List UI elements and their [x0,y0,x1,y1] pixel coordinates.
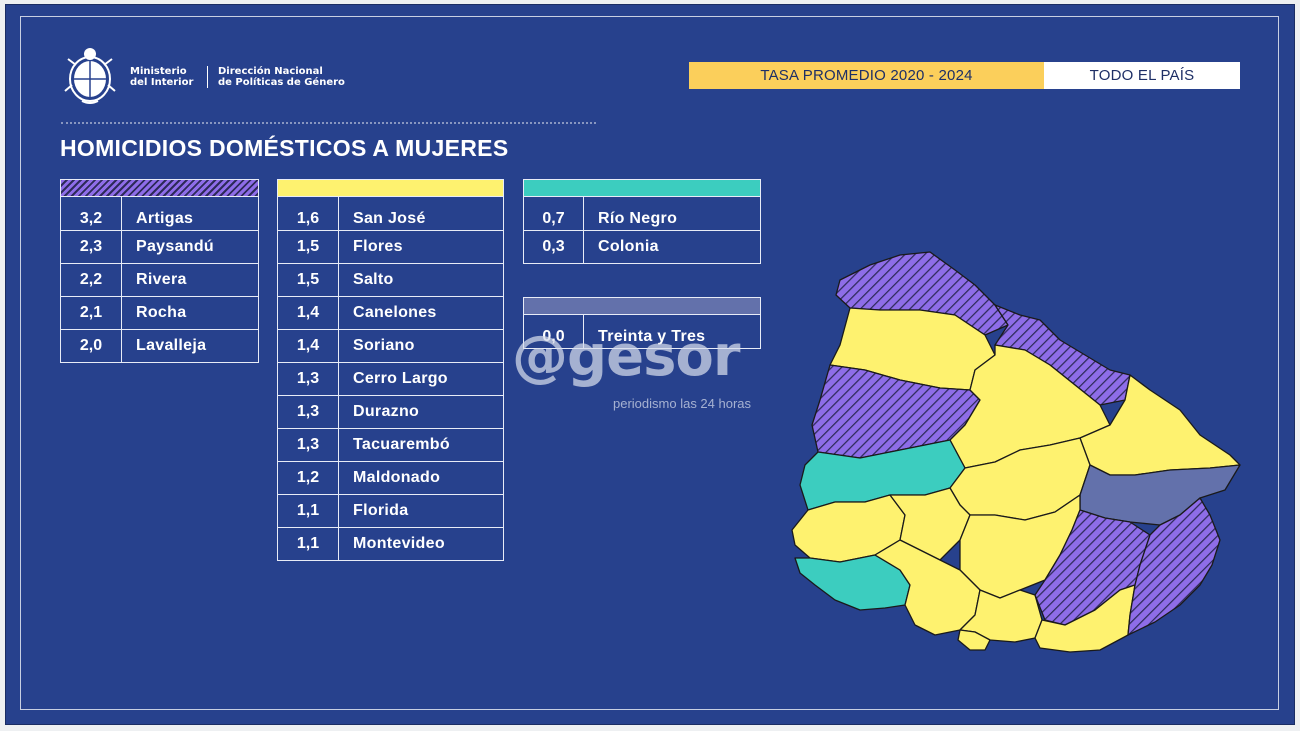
ministry-name: Ministerio del Interior [130,66,210,88]
table-row: 1,2 Maldonado [278,461,503,494]
map-region-montevideo [957,629,991,651]
ministry-logo: Ministerio del Interior Dirección Nacion… [62,45,362,105]
page-title: HOMICIDIOS DOMÉSTICOS A MUJERES [60,135,509,161]
table-row: 1,3 Cerro Largo [278,362,503,395]
table-row: 2,1 Rocha [61,296,258,329]
medium-category-swatch [278,180,503,196]
department-name: Soriano [353,337,415,354]
rate-value: 3,2 [61,197,122,230]
rate-value: 1,5 [278,264,339,296]
slide-frame [20,16,1279,710]
watermark: @gesor periodismo las 24 horas [512,322,802,422]
rate-value: 0,7 [524,197,584,230]
table-row: 1,4 Canelones [278,296,503,329]
table-row: 0,7 Río Negro [524,196,760,230]
table-row: 1,1 Montevideo [278,527,503,560]
rate-value: 0,3 [524,231,584,263]
table-row: 3,2 Artigas [61,196,258,230]
rate-value: 2,2 [61,264,122,296]
department-name: Salto [353,271,394,288]
table-row: 1,4 Soriano [278,329,503,362]
department-name: Colonia [598,238,659,255]
department-name: Paysandú [136,238,214,255]
table-row: 1,1 Florida [278,494,503,527]
high-category-swatch [61,180,258,196]
department-name: Rocha [136,304,187,321]
medium-rate-table: 1,6 San José 1,5 Flores 1,5 Salto 1,4 Canelones… [277,179,504,561]
table-row: 1,5 Salto [278,263,503,296]
department-name: Río Negro [598,209,678,227]
zero-rate-table: 0,0 Treinta y Tres [523,297,761,349]
table-row: 2,2 Rivera [61,263,258,296]
table-row: 1,3 Durazno [278,395,503,428]
national-seal-icon [64,48,116,104]
ministry-line1: Ministerio [130,66,187,77]
rate-value: 1,3 [278,429,339,461]
rate-value: 1,5 [278,231,339,263]
department-name: Florida [353,502,409,519]
department-name: Flores [353,238,403,255]
rate-value: 1,3 [278,396,339,428]
table-row: 1,6 San José [278,196,503,230]
rate-value: 1,4 [278,330,339,362]
rate-value: 1,1 [278,495,339,527]
rate-value: 1,3 [278,363,339,395]
department-name: Durazno [353,403,420,420]
department-name: San José [353,209,426,227]
scope-badge: TODO EL PAÍS [1044,62,1240,89]
high-rate-table: 3,2 Artigas 2,3 Paysandú 2,2 Rivera 2,1 Rocha 2,… [60,179,259,363]
department-name: Montevideo [353,535,445,552]
department-name: Artigas [136,209,194,227]
agency-name: Dirección Nacional de Políticas de Géner… [218,66,378,88]
rate-value: 1,2 [278,462,339,494]
low-category-swatch [524,180,760,196]
agency-line2: de Políticas de Género [218,77,345,88]
table-row: 2,3 Paysandú [61,230,258,263]
period-badge: TASA PROMEDIO 2020 - 2024 [689,62,1044,89]
rate-value: 2,1 [61,297,122,329]
department-name: Treinta y Tres [598,327,706,345]
rate-value: 0,0 [524,315,584,348]
department-name: Tacuarembó [353,436,450,453]
low-rate-table: 0,7 Río Negro 0,3 Colonia [523,179,761,264]
rate-value: 2,3 [61,231,122,263]
map-region-canelones [959,589,1043,643]
table-row: 0,3 Colonia [524,230,760,263]
department-name: Canelones [353,304,437,321]
department-name: Maldonado [353,469,441,486]
map-region-rocha [1127,497,1221,636]
map-region-treinta-y-tres [1079,464,1241,526]
rate-value: 1,1 [278,528,339,560]
agency-line1: Dirección Nacional [218,66,323,77]
table-row: 2,0 Lavalleja [61,329,258,362]
table-row: 1,5 Flores [278,230,503,263]
department-name: Cerro Largo [353,370,448,387]
dotted-divider [61,122,596,124]
rate-value: 2,0 [61,330,122,362]
ministry-line2: del Interior [130,77,194,88]
table-row: 0,0 Treinta y Tres [524,314,760,348]
department-name: Lavalleja [136,337,207,354]
logo-divider [207,66,208,88]
zero-category-swatch [524,298,760,314]
department-name: Rivera [136,271,187,288]
table-row: 1,3 Tacuarembó [278,428,503,461]
watermark-logo: @gesor [512,324,740,389]
rate-value: 1,6 [278,197,339,230]
watermark-tagline: periodismo las 24 horas [613,396,752,411]
uruguay-map [791,251,1241,653]
rate-value: 1,4 [278,297,339,329]
